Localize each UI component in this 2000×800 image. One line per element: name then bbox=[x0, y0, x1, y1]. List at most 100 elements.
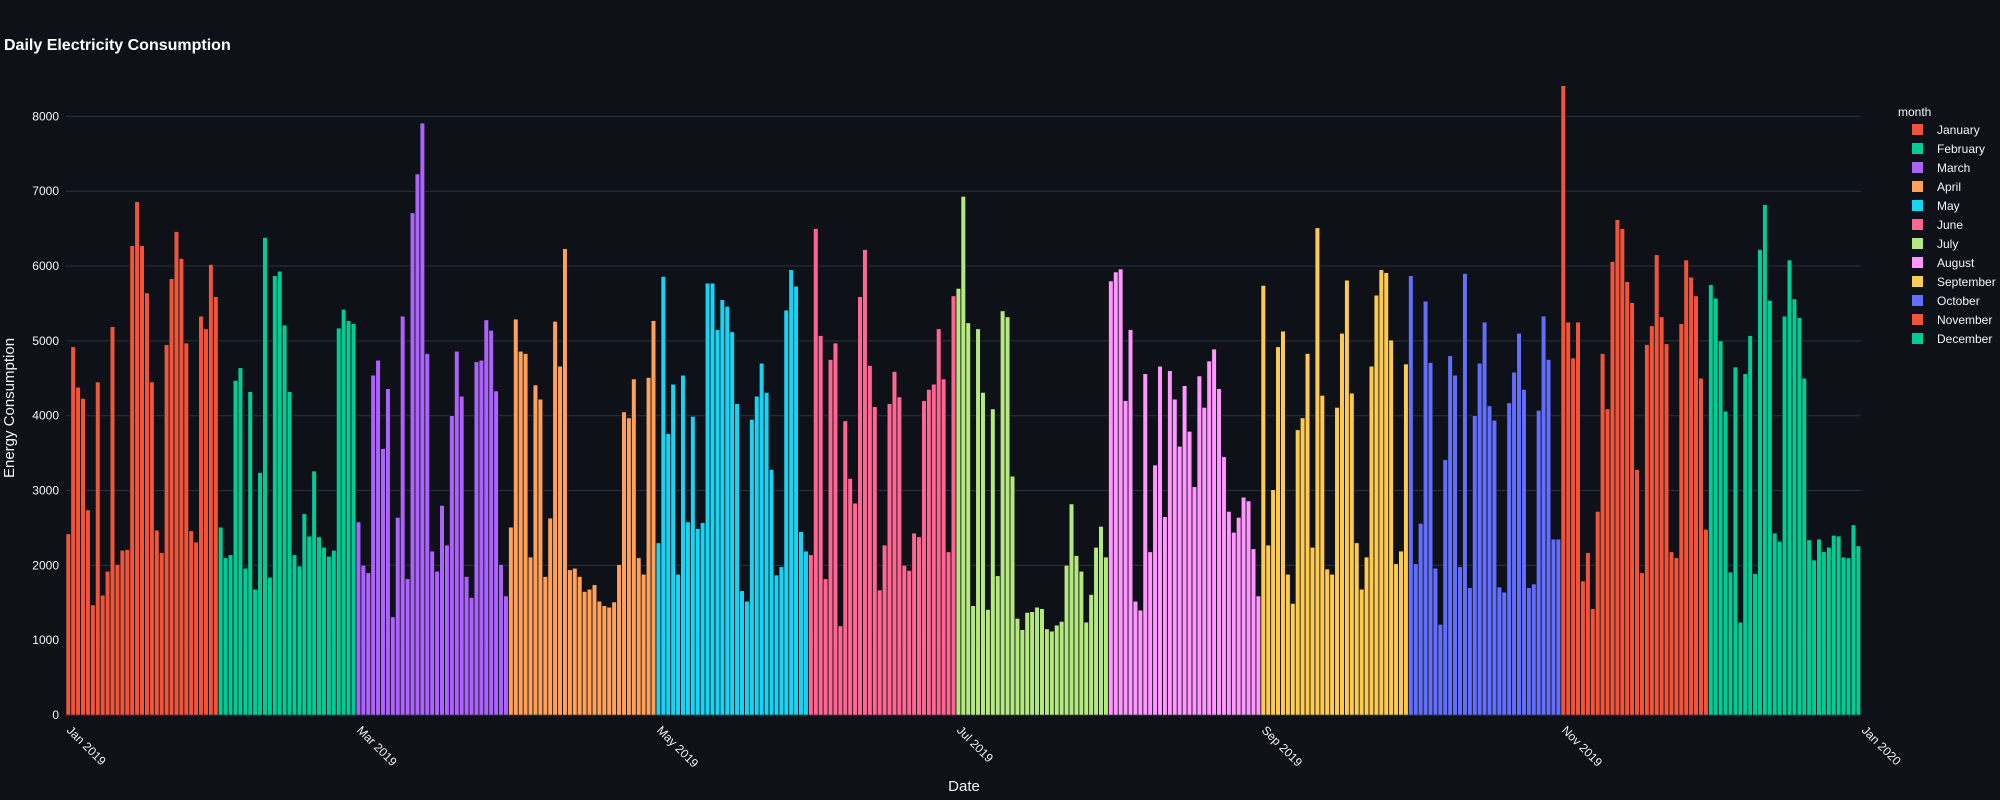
bar-february-1 bbox=[218, 526, 224, 716]
bar-july-7 bbox=[985, 609, 991, 716]
bar-may-18 bbox=[739, 590, 745, 716]
bar-december-11 bbox=[1757, 249, 1763, 716]
bar-april-14 bbox=[572, 568, 578, 716]
bar-october-22 bbox=[1511, 372, 1517, 716]
bar-october-6 bbox=[1432, 568, 1438, 716]
bar-december-20 bbox=[1801, 378, 1807, 716]
bar-october-14 bbox=[1472, 415, 1478, 716]
legend-swatch-february[interactable] bbox=[1912, 143, 1923, 154]
bar-june-16 bbox=[882, 544, 888, 716]
legend-swatch-november[interactable] bbox=[1912, 314, 1923, 325]
bar-january-2 bbox=[70, 346, 76, 716]
bar-april-17 bbox=[587, 589, 593, 716]
legend-label-january[interactable]: January bbox=[1937, 123, 1980, 137]
bar-september-29 bbox=[1398, 550, 1404, 716]
legend-swatch-may[interactable] bbox=[1912, 200, 1923, 211]
bar-september-15 bbox=[1329, 574, 1335, 716]
bar-march-6 bbox=[380, 448, 386, 716]
bar-may-24 bbox=[768, 469, 775, 716]
bar-july-6 bbox=[980, 392, 986, 716]
bar-december-12 bbox=[1762, 204, 1768, 716]
legend-label-october[interactable]: October bbox=[1937, 294, 1980, 308]
legend-swatch-august[interactable] bbox=[1912, 257, 1923, 268]
bar-march-3 bbox=[365, 572, 371, 716]
bar-august-8 bbox=[1142, 373, 1148, 716]
bar-october-12 bbox=[1462, 273, 1468, 716]
bar-december-19 bbox=[1796, 317, 1802, 716]
legend-swatch-december[interactable] bbox=[1912, 333, 1923, 344]
bar-june-2 bbox=[813, 228, 819, 716]
bar-july-15 bbox=[1024, 612, 1030, 716]
bar-may-23 bbox=[764, 392, 770, 716]
bar-march-30 bbox=[498, 564, 504, 716]
legend-swatch-june[interactable] bbox=[1912, 219, 1923, 230]
bar-february-21 bbox=[316, 536, 322, 716]
bar-october-10 bbox=[1452, 375, 1458, 716]
legend-label-august[interactable]: August bbox=[1937, 256, 1975, 270]
legend-swatch-april[interactable] bbox=[1912, 181, 1923, 192]
bar-april-21 bbox=[606, 606, 612, 716]
bar-january-25 bbox=[183, 342, 189, 716]
bar-march-27 bbox=[483, 319, 489, 716]
bar-june-19 bbox=[896, 396, 902, 716]
bar-july-30 bbox=[1098, 526, 1104, 716]
bar-august-29 bbox=[1246, 500, 1252, 716]
bar-august-16 bbox=[1182, 385, 1188, 716]
bar-december-7 bbox=[1737, 621, 1743, 716]
legend-label-september[interactable]: September bbox=[1937, 275, 1996, 289]
bar-january-9 bbox=[105, 571, 111, 716]
legend-label-may[interactable]: May bbox=[1937, 199, 1960, 213]
bar-march-1 bbox=[355, 521, 361, 716]
x-axis: Jan 2019 Mar 2019 May 2019 Jul 2019 Sep 2019… bbox=[64, 723, 1904, 770]
legend-swatch-july[interactable] bbox=[1912, 238, 1923, 249]
bar-july-27 bbox=[1083, 621, 1089, 716]
legend-swatch-september[interactable] bbox=[1912, 276, 1923, 287]
bar-november-3 bbox=[1570, 357, 1576, 716]
bar-september-26 bbox=[1383, 272, 1389, 716]
y-tick-label: 0 bbox=[52, 708, 59, 722]
x-tick-label: Jan 2019 bbox=[64, 723, 109, 768]
bar-january-4 bbox=[80, 398, 86, 716]
bar-march-14 bbox=[419, 122, 425, 716]
legend-label-february[interactable]: February bbox=[1937, 142, 1985, 156]
legend-label-november[interactable]: November bbox=[1937, 313, 1992, 327]
bar-april-10 bbox=[552, 321, 558, 716]
legend-swatch-october[interactable] bbox=[1912, 295, 1923, 306]
bar-april-22 bbox=[611, 601, 617, 716]
bar-august-22 bbox=[1211, 348, 1217, 716]
bar-september-20 bbox=[1354, 542, 1360, 716]
bar-april-30 bbox=[650, 320, 656, 716]
legend-label-march[interactable]: March bbox=[1937, 161, 1970, 175]
bar-june-20 bbox=[901, 565, 907, 716]
bar-august-4 bbox=[1123, 400, 1129, 716]
bar-february-5 bbox=[237, 367, 243, 716]
legend-label-june[interactable]: June bbox=[1937, 218, 1963, 232]
legend-swatch-january[interactable] bbox=[1912, 124, 1923, 135]
bar-april-1 bbox=[508, 526, 514, 716]
legend-label-april[interactable]: April bbox=[1937, 180, 1961, 194]
bar-march-15 bbox=[424, 353, 430, 716]
bar-december-17 bbox=[1786, 259, 1793, 716]
y-tick-label: 1000 bbox=[32, 633, 59, 647]
bar-july-1 bbox=[955, 288, 961, 716]
bar-july-10 bbox=[1000, 310, 1006, 716]
bar-july-5 bbox=[975, 328, 981, 716]
bar-september-17 bbox=[1339, 333, 1345, 716]
bar-january-10 bbox=[110, 326, 116, 716]
bar-november-7 bbox=[1590, 608, 1596, 716]
bar-may-7 bbox=[685, 521, 691, 716]
legend-label-july[interactable]: July bbox=[1937, 237, 1958, 251]
bar-november-6 bbox=[1585, 552, 1591, 716]
legend-swatch-march[interactable] bbox=[1912, 162, 1923, 173]
bar-may-30 bbox=[798, 531, 804, 716]
bar-may-2 bbox=[660, 276, 666, 716]
bar-may-12 bbox=[709, 282, 716, 716]
bar-february-22 bbox=[321, 547, 327, 716]
legend-label-december[interactable]: December bbox=[1937, 332, 1992, 346]
bar-march-18 bbox=[439, 505, 445, 716]
bar-june-21 bbox=[906, 570, 912, 716]
bar-april-29 bbox=[646, 377, 652, 716]
bar-march-29 bbox=[493, 390, 499, 716]
bar-january-31 bbox=[213, 296, 219, 716]
bar-october-25 bbox=[1526, 587, 1532, 716]
